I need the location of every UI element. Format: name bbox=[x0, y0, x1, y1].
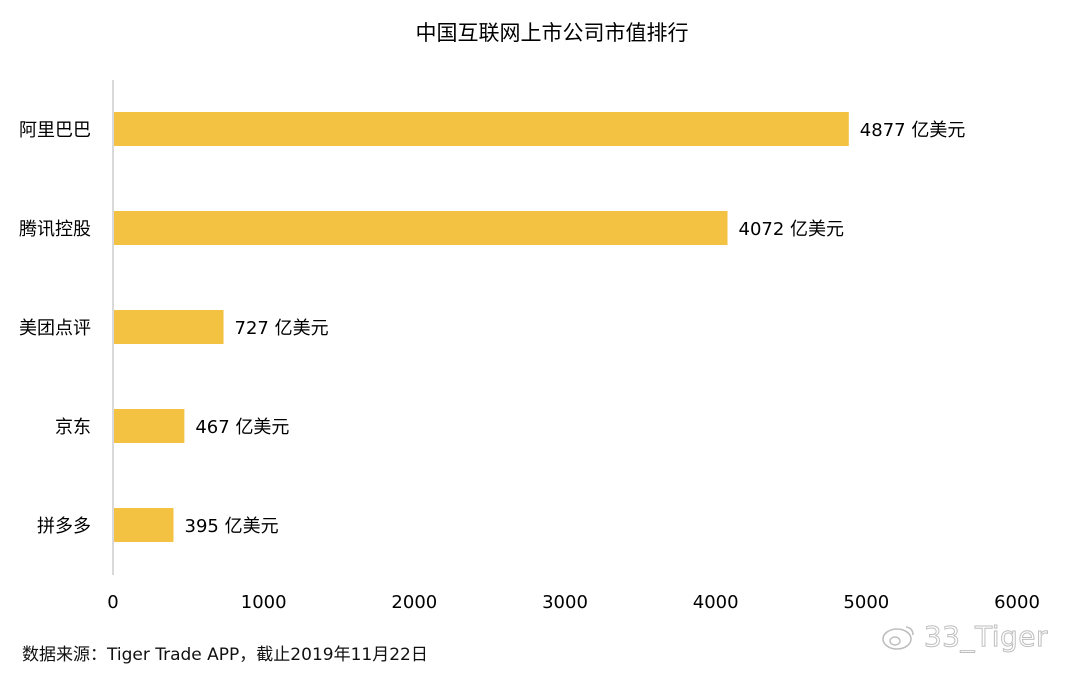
x-tick-label: 3000 bbox=[542, 592, 588, 613]
bar-0 bbox=[114, 112, 849, 146]
x-tick-label: 4000 bbox=[693, 592, 739, 613]
bar-2 bbox=[114, 310, 224, 344]
x-tick-label: 1000 bbox=[241, 592, 287, 613]
x-tick-label: 5000 bbox=[843, 592, 889, 613]
value-label: 395 亿美元 bbox=[185, 516, 279, 537]
x-tick-label: 6000 bbox=[994, 592, 1040, 613]
bar-4 bbox=[114, 508, 174, 542]
value-label: 467 亿美元 bbox=[195, 417, 289, 438]
category-label: 拼多多 bbox=[37, 516, 91, 537]
weibo-icon bbox=[882, 625, 914, 650]
watermark-text: 33_Tiger bbox=[923, 620, 1048, 654]
x-tick-label: 2000 bbox=[391, 592, 437, 613]
source-note: 数据来源：Tiger Trade APP，截止2019年11月22日 bbox=[22, 645, 428, 665]
category-label: 京东 bbox=[55, 417, 91, 438]
bar-1 bbox=[114, 211, 728, 245]
value-label: 4072 亿美元 bbox=[739, 219, 845, 240]
bar-3 bbox=[114, 409, 185, 443]
value-label: 4877 亿美元 bbox=[860, 120, 966, 141]
category-label: 腾讯控股 bbox=[19, 219, 91, 240]
value-label: 727 亿美元 bbox=[235, 318, 329, 339]
category-label: 美团点评 bbox=[19, 318, 91, 339]
watermark: 33_Tiger bbox=[880, 620, 1048, 654]
chart-title: 中国互联网上市公司市值排行 bbox=[416, 21, 689, 45]
category-label: 阿里巴巴 bbox=[19, 120, 91, 141]
x-tick-label: 0 bbox=[107, 592, 118, 613]
x-ticks-group: 0 1000 2000 3000 4000 5000 6000 bbox=[107, 592, 1040, 613]
